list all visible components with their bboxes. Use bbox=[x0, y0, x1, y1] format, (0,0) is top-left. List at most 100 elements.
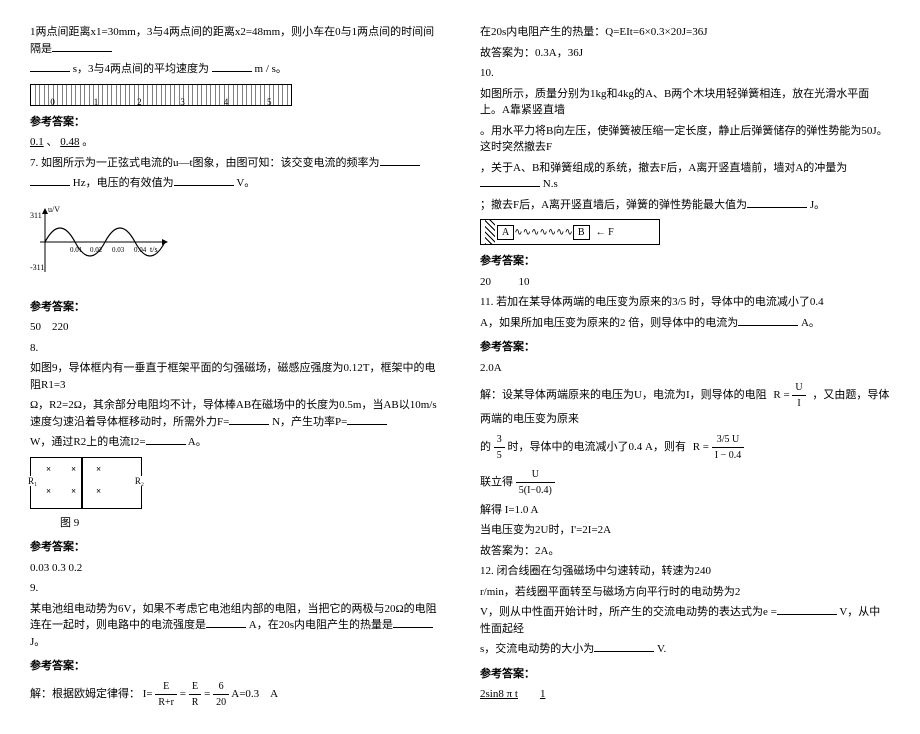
num: U bbox=[792, 380, 805, 396]
rl4: 4 bbox=[224, 97, 229, 107]
q7-line1: 7. 如图所示为一正弦式电流的u—t图象，由图可知：该交变电流的频率为 bbox=[30, 155, 440, 172]
q11-sol-line2: 的 3 5 时，导体中的电流减小了0.4 A，则有 R = 3/5 U I − … bbox=[480, 432, 890, 463]
ruler-labels: 0 1 2 3 4 5 bbox=[31, 97, 291, 107]
ruler-figure: 0 1 2 3 4 5 bbox=[30, 84, 292, 106]
q11-answer: 2.0A bbox=[480, 360, 890, 377]
blank bbox=[52, 51, 112, 52]
q6-ans1: 0.1 bbox=[30, 136, 44, 148]
blank bbox=[393, 627, 433, 628]
q11-sol-line6: 故答案为：2A。 bbox=[480, 543, 890, 560]
blank bbox=[594, 651, 654, 652]
rl2: 2 bbox=[137, 97, 142, 107]
eq: = bbox=[180, 688, 186, 700]
blank bbox=[747, 207, 807, 208]
q7-line2: Hz，电压的有效值为 V。 bbox=[30, 175, 440, 192]
q10-t6: J。 bbox=[810, 199, 825, 211]
den: R+r bbox=[155, 695, 177, 710]
q11-sol-t4: 联立得 bbox=[480, 476, 513, 488]
spring-figure: A ∿∿∿∿∿∿∿ B ← F bbox=[480, 219, 660, 245]
force-f: ← F bbox=[596, 227, 614, 238]
frac: 3 5 bbox=[494, 432, 505, 463]
q10-line3: ，关于A、B和弹簧组成的系统，撤去F后，A离开竖直墙前，墙对A的冲量为 N.s bbox=[480, 160, 890, 193]
num: 3 bbox=[494, 432, 505, 448]
right-column: 在20s内电阻产生的热量：Q=EIt=6×0.3×20J=36J 故答案为：0.… bbox=[480, 20, 890, 714]
q6-line1: 1两点间距离x1=30mm，3与4两点间的距离x2=48mm，则小车在0与1两点… bbox=[30, 24, 440, 57]
q11-t2: A，如果所加电压变为原来的2 倍，则导体中的电流为 bbox=[480, 317, 738, 329]
answer-label: 参考答案： bbox=[480, 339, 890, 356]
frac: U I bbox=[792, 380, 805, 411]
r1-label: R₁ bbox=[28, 476, 37, 486]
frac: E R bbox=[189, 679, 202, 710]
sep: 、 bbox=[47, 136, 58, 148]
q10-line4: ；撤去F后，A离开竖直墙后，弹簧的弹性势能最大值为 J。 bbox=[480, 197, 890, 214]
rl0: 0 bbox=[50, 97, 55, 107]
q8-line2: Ω，R2=2Ω，其余部分电阻均不计，导体棒AB在磁场中的长度为0.5m，当AB以… bbox=[30, 397, 440, 430]
q11-sol-line5: 当电压变为2U时，I'=2I=2A bbox=[480, 522, 890, 539]
num: U bbox=[516, 467, 555, 483]
q7-answer: 50 220 bbox=[30, 319, 440, 336]
circuit-caption: 图 9 bbox=[60, 515, 440, 532]
left-column: 1两点间距离x1=30mm，3与4两点间的距离x2=48mm，则小车在0与1两点… bbox=[30, 20, 440, 714]
q10-t5: ；撤去F后，A离开竖直墙后，弹簧的弹性势能最大值为 bbox=[480, 199, 747, 211]
q10-ans2: 10 bbox=[519, 276, 530, 288]
q9-line1: 某电池组电动势为6V，如果不考虑它电池组内部的电阻，当把它的两极与20Ω的电阻连… bbox=[30, 601, 440, 651]
q6-line2: s，3与4两点间的平均速度为 m / s。 bbox=[30, 61, 440, 78]
wall-hatch bbox=[485, 220, 495, 244]
q7-text-c: V。 bbox=[236, 177, 255, 189]
answer-label: 参考答案： bbox=[480, 666, 890, 683]
q9-result: A=0.3 A bbox=[231, 688, 278, 700]
num: E bbox=[155, 679, 177, 695]
q11-t3: A。 bbox=[801, 317, 820, 329]
eq: = bbox=[204, 688, 210, 700]
q9-lhs: I= bbox=[143, 688, 153, 700]
q12-ans1: 2sin8 π t bbox=[480, 688, 518, 700]
q12-line1: 12. 闭合线圈在匀强磁场中匀速转动，转速为240 bbox=[480, 563, 890, 580]
q11-sol-pre: 的 bbox=[480, 441, 491, 453]
q11-line2: A，如果所加电压变为原来的2 倍，则导体中的电流为 A。 bbox=[480, 315, 890, 332]
blank bbox=[206, 627, 246, 628]
q9-cont1: 在20s内电阻产生的热量：Q=EIt=6×0.3×20J=36J bbox=[480, 24, 890, 41]
req: R = bbox=[773, 389, 789, 401]
blank bbox=[212, 71, 252, 72]
q10-t3: ，关于A、B和弹簧组成的系统，撤去F后，A离开竖直墙前，墙对A的冲量为 bbox=[480, 162, 847, 174]
blank bbox=[146, 444, 186, 445]
q9-text-c: J。 bbox=[30, 636, 45, 648]
num: E bbox=[189, 679, 202, 695]
den: I − 0.4 bbox=[712, 448, 744, 463]
q11-sol-line4: 解得 I=1.0 A bbox=[480, 502, 890, 519]
q11-sol-line3: 联立得 U 5(I−0.4) bbox=[480, 467, 890, 498]
frac: 3/5 U I − 0.4 bbox=[712, 432, 744, 463]
q11-sol-t2: 时，导体中的电流减小了0.4 A，则有 bbox=[508, 441, 686, 453]
blank bbox=[480, 186, 540, 187]
q8-text-e: A。 bbox=[188, 436, 207, 448]
blank bbox=[347, 424, 387, 425]
unit: 。 bbox=[82, 136, 93, 148]
rl5: 5 bbox=[267, 97, 272, 107]
svg-text:0.03: 0.03 bbox=[112, 246, 125, 254]
svg-text:311: 311 bbox=[30, 211, 42, 220]
q8-text-c: N，产生功率P= bbox=[272, 416, 347, 428]
answer-label: 参考答案： bbox=[30, 539, 440, 556]
q8-text-d: W，通过R2上的电流I2= bbox=[30, 436, 146, 448]
q8-line3: W，通过R2上的电流I2= A。 bbox=[30, 434, 440, 451]
num: 6 bbox=[213, 679, 229, 695]
q6-answer: 0.1 、 0.48 。 bbox=[30, 134, 440, 151]
q6-ans2: 0.48 bbox=[60, 136, 79, 148]
svg-text:t/s: t/s bbox=[150, 245, 158, 254]
q8-line1: 如图9，导体框内有一垂直于框架平面的匀强磁场，磁感应强度为0.12T，框架中的电… bbox=[30, 360, 440, 393]
q12-t3: V，则从中性面开始计时，所产生的交流电动势的表达式为e = bbox=[480, 606, 777, 618]
den: 5 bbox=[494, 448, 505, 463]
blank bbox=[229, 424, 269, 425]
den: 20 bbox=[213, 695, 229, 710]
q9-num: 9. bbox=[30, 580, 440, 597]
blank bbox=[738, 325, 798, 326]
den: 5(I−0.4) bbox=[516, 483, 555, 498]
q9-sol-label: 解：根据欧姆定律得： bbox=[30, 688, 140, 700]
rl3: 3 bbox=[180, 97, 185, 107]
answer-label: 参考答案： bbox=[30, 114, 440, 131]
q9-solution: 解：根据欧姆定律得： I= E R+r = E R = 6 20 A=0.3 A bbox=[30, 679, 440, 710]
blank bbox=[30, 185, 70, 186]
q10-num: 10. bbox=[480, 65, 890, 82]
q12-line2: r/min，若线圈平面转至与磁场方向平行时的电动势为2 bbox=[480, 584, 890, 601]
blank bbox=[380, 165, 420, 166]
